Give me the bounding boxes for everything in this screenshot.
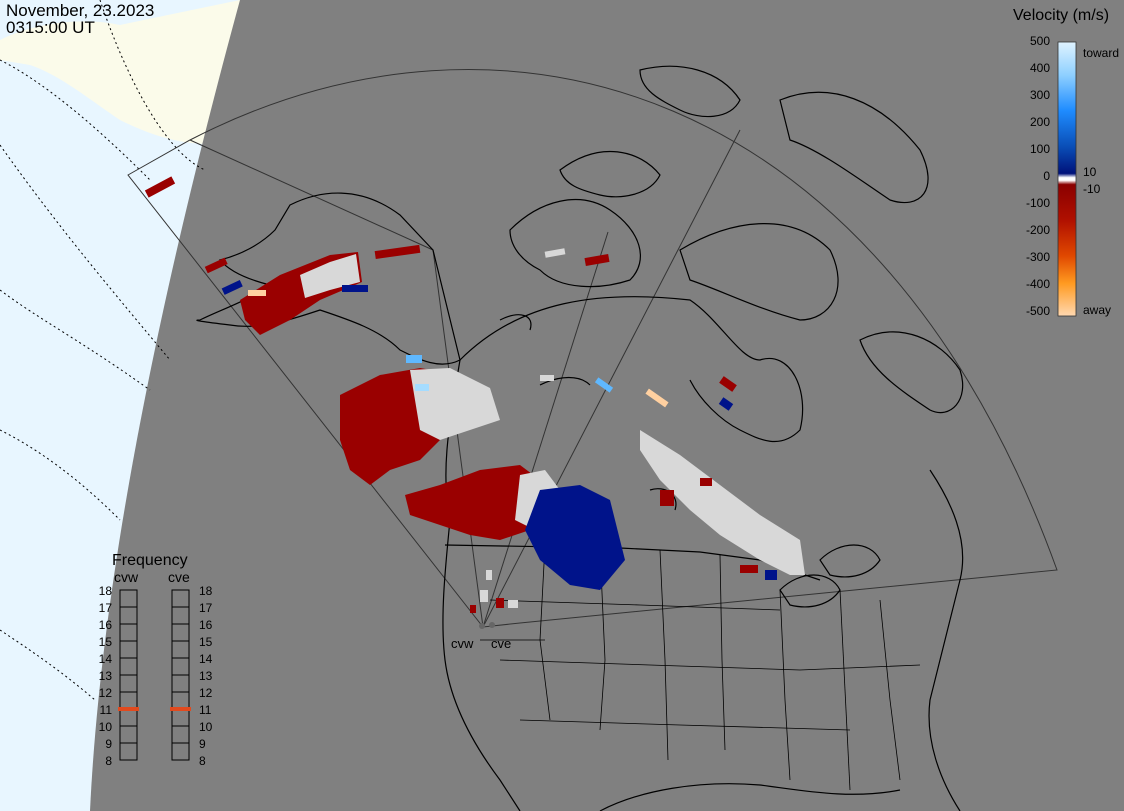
- frequency-level-label-cvw: 17: [99, 601, 113, 615]
- frequency-level-label-cvw: 8: [105, 754, 112, 768]
- away-label: away: [1083, 303, 1111, 317]
- frequency-level-label-cve: 8: [199, 754, 206, 768]
- frequency-level-label-cvw: 14: [99, 652, 113, 666]
- frequency-level-label-cvw: 10: [99, 720, 113, 734]
- frequency-level-label-cve: 14: [199, 652, 213, 666]
- velocity-tick: 200: [1030, 115, 1050, 129]
- velocity-legend: Velocity (m/s) 500 400 300 200: [1013, 7, 1119, 318]
- date-label: November, 23.2023: [6, 1, 154, 20]
- frequency-radar-label-cvw: cvw: [114, 569, 139, 585]
- toward-label: toward: [1083, 46, 1119, 60]
- radar-site-marker-cvw: [479, 623, 485, 629]
- velocity-tick: 500: [1030, 34, 1050, 48]
- frequency-level-label-cve: 13: [199, 669, 213, 683]
- radar-site-marker-cve: [489, 622, 495, 628]
- velocity-small-negative: -10: [1083, 182, 1101, 196]
- velocity-tick: -500: [1026, 304, 1050, 318]
- velocity-tick: 400: [1030, 61, 1050, 75]
- frequency-level-label-cvw: 9: [105, 737, 112, 751]
- velocity-tick: -400: [1026, 277, 1050, 291]
- velocity-tick: 0: [1043, 169, 1050, 183]
- active-frequency-marker-cve: [170, 707, 191, 711]
- sea-ice-region: [0, 0, 240, 144]
- active-frequency-marker-cvw: [118, 707, 139, 711]
- state-borders: [480, 544, 921, 791]
- velocity-tick-labels: 500 400 300 200 100 0 -100 -200 -300 -40…: [1026, 34, 1119, 318]
- velocity-tick: -200: [1026, 223, 1050, 237]
- land-night-region: [90, 0, 1124, 811]
- frequency-level-label-cve: 9: [199, 737, 206, 751]
- radar-site-label-cvw: cvw: [451, 636, 474, 651]
- frequency-level-label-cve: 17: [199, 601, 213, 615]
- frequency-level-label-cve: 11: [199, 703, 212, 717]
- frequency-level-label-cve: 12: [199, 686, 213, 700]
- frequency-level-label-cvw: 13: [99, 669, 113, 683]
- time-label: 0315:00 UT: [6, 18, 95, 37]
- velocity-tick: 100: [1030, 142, 1050, 156]
- frequency-level-label-cve: 10: [199, 720, 213, 734]
- frequency-level-label-cvw: 12: [99, 686, 113, 700]
- frequency-level-label-cvw: 16: [99, 618, 113, 632]
- frequency-level-label-cvw: 18: [99, 584, 113, 598]
- velocity-color-bar: [1057, 41, 1077, 317]
- frequency-level-label-cve: 15: [199, 635, 213, 649]
- lat-lon-grid: [0, 0, 206, 701]
- velocity-legend-title: Velocity (m/s): [1013, 7, 1109, 24]
- velocity-tick: 300: [1030, 88, 1050, 102]
- frequency-legend: Frequency cvw cve 18 18 17 17 16 16 15 15 14 14 13…: [99, 552, 213, 768]
- velocity-data-cells: [144, 176, 805, 613]
- frequency-level-label-cve: 16: [199, 618, 213, 632]
- velocity-tick: -300: [1026, 250, 1050, 264]
- frequency-level-label-cvw: 15: [99, 635, 113, 649]
- velocity-tick: -100: [1026, 196, 1050, 210]
- frequency-radar-label-cve: cve: [168, 569, 190, 585]
- frequency-level-label-cve: 18: [199, 584, 213, 598]
- frequency-level-label-cvw: 11: [100, 703, 113, 717]
- velocity-small-positive: 10: [1083, 165, 1097, 179]
- radar-site-label-cve: cve: [491, 636, 511, 651]
- timestamp-header: November, 23.2023 0315:00 UT: [6, 1, 154, 37]
- radar-sites: cvw cve: [451, 622, 511, 651]
- frequency-title: Frequency: [112, 552, 188, 569]
